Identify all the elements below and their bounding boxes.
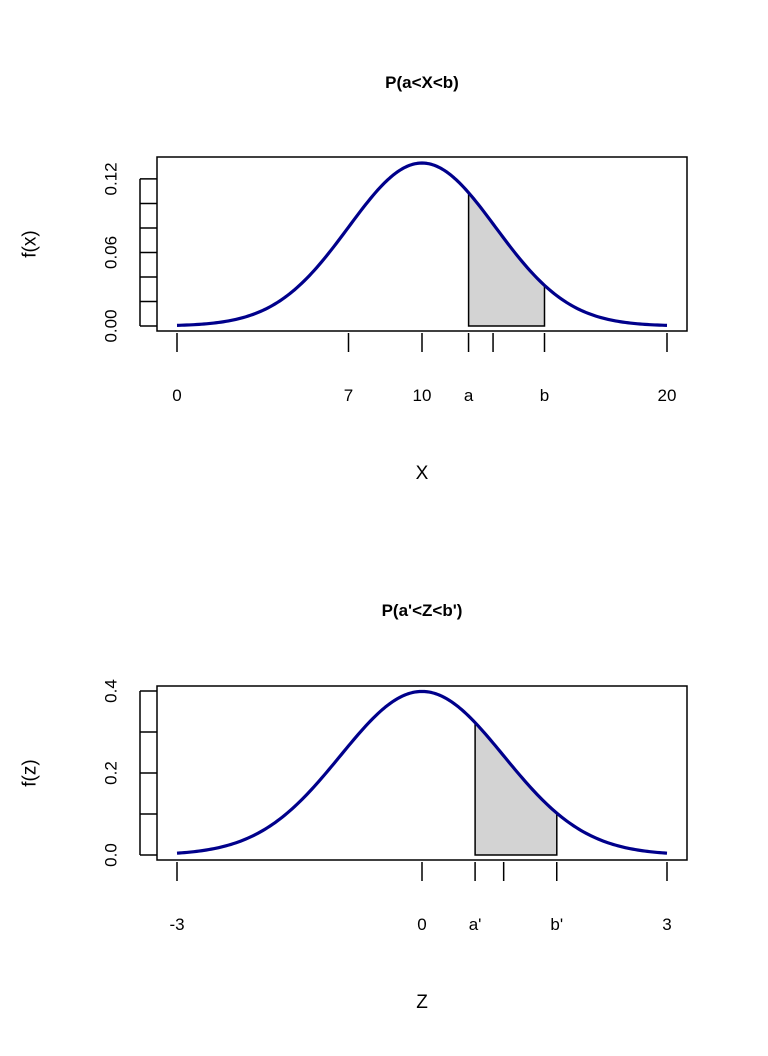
x-tick-label: 0 xyxy=(417,915,426,934)
y-tick-label: 0.0 xyxy=(102,843,121,867)
shaded-area xyxy=(474,720,558,856)
x-axis-label: Z xyxy=(416,992,428,1013)
x-tick-label: 20 xyxy=(658,386,677,405)
y-tick-label: 0.4 xyxy=(102,679,121,703)
plot-frame xyxy=(156,685,688,861)
x-tick-label: b xyxy=(540,386,549,405)
y-tick-label: 0.12 xyxy=(102,162,121,195)
x-axis-label: X xyxy=(416,463,429,484)
chart-title: P(a<X<b) xyxy=(385,73,459,92)
x-tick-label: b' xyxy=(550,915,563,934)
x-tick-label: a' xyxy=(469,915,482,934)
x-tick-label: 0 xyxy=(172,386,181,405)
y-tick-label: 0.06 xyxy=(102,236,121,269)
density-curve xyxy=(176,689,668,855)
shaded-area xyxy=(467,190,546,327)
y-axis-label: f(x) xyxy=(20,230,41,257)
x-tick-label: -3 xyxy=(169,915,184,934)
chart-panel-2: P(a'<Z<b') 0.0 0.2 0.4 -3 0 a' b' 3 Zf(z) xyxy=(20,601,688,1013)
density-curve xyxy=(176,161,668,327)
y-tick-label: 0.00 xyxy=(102,309,121,342)
x-tick-label: 3 xyxy=(662,915,671,934)
plot-frame xyxy=(156,156,688,332)
x-tick-label: 7 xyxy=(344,386,353,405)
y-tick-label: 0.2 xyxy=(102,761,121,785)
x-tick-label: a xyxy=(464,386,474,405)
x-tick-label: 10 xyxy=(413,386,432,405)
chart-panel-1: P(a<X<b) 0.00 0.06 0.12 0 7 10 a b 20 Xf(x) xyxy=(20,73,688,484)
chart-title: P(a'<Z<b') xyxy=(382,601,463,620)
y-axis-label: f(z) xyxy=(20,759,41,786)
